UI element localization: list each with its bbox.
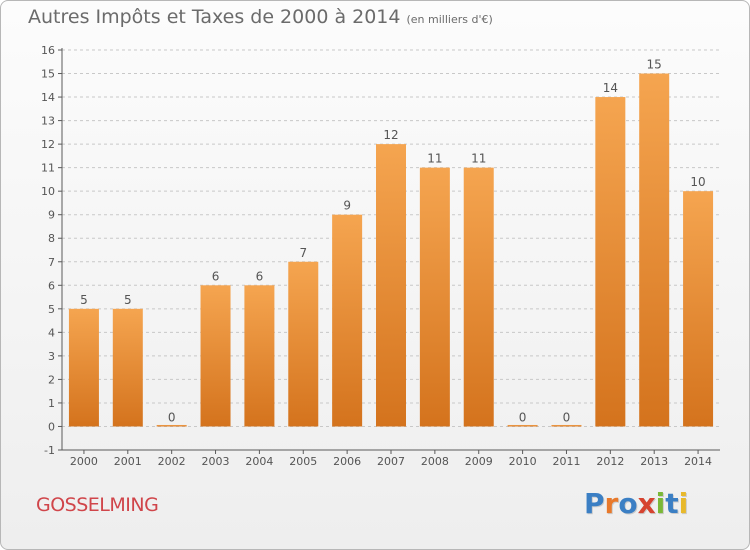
x-tick-label: 2007 — [377, 455, 405, 468]
data-labels: 5 5 0 6 6 7 9 12 11 11 0 0 14 15 10 — [80, 58, 706, 425]
y-tick-label: 13 — [41, 115, 55, 128]
data-label: 5 — [124, 293, 132, 307]
x-tick-label: 2000 — [70, 455, 98, 468]
data-label: 7 — [299, 246, 307, 260]
bar — [683, 191, 714, 427]
y-tick-label: 4 — [48, 326, 55, 339]
bar — [332, 214, 363, 427]
bar — [68, 308, 99, 427]
x-tick-label: 2004 — [245, 455, 273, 468]
chart-title: Autres Impôts et Taxes de 2000 à 2014 (en… — [28, 6, 493, 28]
bar — [200, 285, 231, 427]
x-tick-label: 2012 — [596, 455, 624, 468]
data-label: 6 — [212, 269, 220, 283]
town-name: GOSSELMING — [36, 494, 159, 516]
x-tick-label: 2011 — [552, 455, 580, 468]
x-tick-label: 2006 — [333, 455, 361, 468]
y-tick-label: 16 — [41, 44, 55, 57]
bar — [639, 73, 670, 427]
y-tick-label: 7 — [48, 256, 55, 269]
y-tick-label: -1 — [44, 444, 55, 457]
x-tick-label: 2005 — [289, 455, 317, 468]
bar — [156, 424, 187, 427]
logo-letter: x — [637, 487, 656, 520]
data-label: 10 — [690, 175, 705, 189]
x-tick-label: 2001 — [114, 455, 142, 468]
chart-title-text: Autres Impôts et Taxes de 2000 à 2014 — [28, 6, 401, 28]
logo-letter: i — [678, 487, 689, 520]
logo-letter: r — [604, 487, 619, 520]
logo-letter: o — [618, 487, 638, 520]
data-label: 15 — [647, 58, 662, 72]
y-tick-label: 6 — [48, 279, 55, 292]
data-label: 6 — [256, 269, 264, 283]
y-tick-label: 2 — [48, 373, 55, 386]
data-label: 9 — [343, 199, 351, 213]
bar — [551, 424, 582, 427]
proxiti-logo[interactable]: Proxiti — [584, 487, 688, 520]
data-label: 12 — [383, 128, 398, 142]
bar — [376, 144, 406, 427]
y-tick-label: 8 — [48, 232, 55, 245]
logo-letter: P — [584, 487, 605, 520]
y-tick-label: 12 — [41, 138, 55, 151]
data-label: 11 — [427, 152, 442, 166]
x-tick-label: 2009 — [465, 455, 493, 468]
data-label: 0 — [563, 410, 571, 424]
y-tick-label: 3 — [48, 350, 55, 363]
x-tick-label: 2002 — [158, 455, 186, 468]
y-tick-label: 1 — [48, 397, 55, 410]
y-tick-label: 5 — [48, 303, 55, 316]
bar — [507, 424, 538, 427]
bar — [419, 167, 450, 427]
x-tick-label: 2013 — [640, 455, 668, 468]
x-tick-label: 2003 — [202, 455, 230, 468]
data-label: 5 — [80, 293, 88, 307]
y-tick-label: 14 — [41, 91, 55, 104]
bar — [112, 308, 143, 427]
data-label: 14 — [603, 81, 618, 95]
x-tick-label: 2008 — [421, 455, 449, 468]
bars — [68, 73, 714, 427]
y-tick-label: 0 — [48, 420, 55, 433]
chart-subtitle: (en milliers d'€) — [406, 13, 493, 26]
x-tick-label: 2014 — [684, 455, 712, 468]
x-tick-label: 2010 — [509, 455, 537, 468]
y-tick-label: 15 — [41, 68, 55, 81]
data-label: 11 — [471, 152, 486, 166]
bar — [288, 261, 319, 427]
bar — [463, 167, 494, 427]
data-label: 0 — [168, 410, 176, 424]
data-label: 0 — [519, 410, 527, 424]
y-tick-label: 10 — [41, 185, 55, 198]
bar — [595, 97, 626, 427]
bar — [244, 285, 275, 427]
logo-letter: t — [665, 487, 679, 520]
logo-letter: i — [655, 487, 666, 520]
y-tick-label: 9 — [48, 209, 55, 222]
y-tick-label: 11 — [41, 162, 55, 175]
